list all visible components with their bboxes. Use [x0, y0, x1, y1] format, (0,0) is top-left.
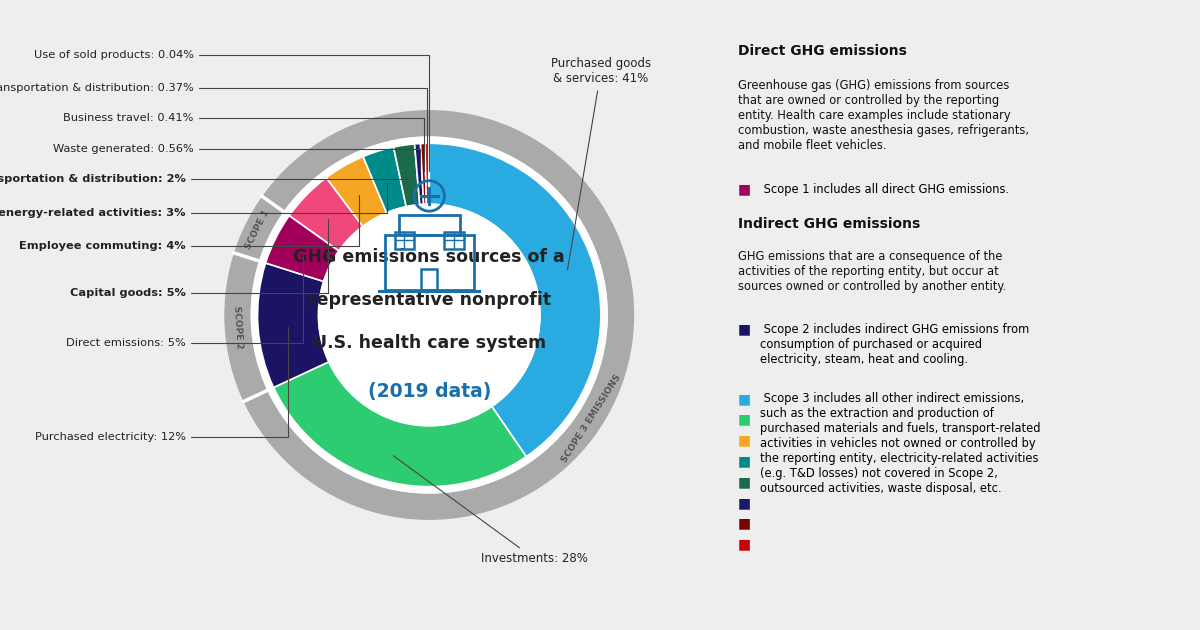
Wedge shape	[224, 110, 634, 520]
Circle shape	[318, 204, 540, 426]
Bar	[444, 232, 464, 249]
Text: Purchased goods
& services: 41%: Purchased goods & services: 41%	[551, 57, 650, 270]
Text: ■: ■	[738, 517, 751, 530]
Bar	[398, 215, 460, 235]
Text: GHG emissions sources of a: GHG emissions sources of a	[293, 248, 565, 266]
Text: Fuel and energy-related activities: 3%: Fuel and energy-related activities: 3%	[0, 183, 388, 217]
Text: ■: ■	[738, 183, 751, 197]
Text: Greenhouse gas (GHG) emissions from sources
that are owned or controlled by the : Greenhouse gas (GHG) emissions from sour…	[738, 79, 1030, 152]
Text: Scope 3 includes all other indirect emissions,
such as the extraction and produc: Scope 3 includes all other indirect emis…	[760, 392, 1040, 495]
Text: (2019 data): (2019 data)	[367, 382, 491, 401]
Text: representative nonprofit: representative nonprofit	[307, 291, 551, 309]
Bar	[385, 235, 474, 290]
Text: ■: ■	[738, 496, 751, 510]
Text: Capital goods: 5%: Capital goods: 5%	[70, 219, 328, 298]
Wedge shape	[274, 362, 527, 487]
Wedge shape	[420, 144, 426, 204]
Text: Business travel: 0.41%: Business travel: 0.41%	[64, 113, 424, 171]
Text: ■: ■	[738, 475, 751, 489]
Text: Waste generated: 0.56%: Waste generated: 0.56%	[53, 144, 420, 171]
Text: ■: ■	[738, 537, 751, 551]
Bar	[395, 232, 414, 249]
Text: ■: ■	[738, 323, 751, 336]
Text: SCOPE 3 EMISSIONS: SCOPE 3 EMISSIONS	[559, 372, 623, 464]
Text: ■: ■	[738, 433, 751, 447]
Text: Investments: 28%: Investments: 28%	[394, 455, 588, 565]
Text: Scope 2 includes indirect GHG emissions from
consumption of purchased or acquire: Scope 2 includes indirect GHG emissions …	[760, 323, 1028, 365]
Text: ■: ■	[738, 454, 751, 468]
Wedge shape	[326, 157, 386, 226]
Text: Scope 1 includes all direct GHG emissions.: Scope 1 includes all direct GHG emission…	[760, 183, 1009, 196]
Text: GHG emissions that are a consequence of the
activities of the reporting entity, : GHG emissions that are a consequence of …	[738, 250, 1006, 293]
Text: SCOPE 2: SCOPE 2	[232, 306, 244, 349]
Text: Direct emissions: 5%: Direct emissions: 5%	[66, 255, 302, 348]
Text: ■: ■	[738, 413, 751, 427]
Text: Downstream transportation & distribution: 2%: Downstream transportation & distribution…	[0, 175, 408, 185]
Text: Purchased electricity: 12%: Purchased electricity: 12%	[35, 327, 288, 442]
Bar	[421, 269, 437, 290]
Text: U.S. health care system: U.S. health care system	[313, 334, 546, 352]
Wedge shape	[251, 136, 608, 494]
Text: Indirect GHG emissions: Indirect GHG emissions	[738, 217, 920, 231]
Text: Upstream transportation & distribution: 0.37%: Upstream transportation & distribution: …	[0, 83, 427, 171]
Text: SCOPE 1: SCOPE 1	[244, 208, 271, 251]
Text: Employee commuting: 4%: Employee commuting: 4%	[19, 195, 359, 251]
Text: Direct GHG emissions: Direct GHG emissions	[738, 44, 907, 58]
Wedge shape	[430, 143, 601, 457]
Wedge shape	[414, 144, 424, 205]
Wedge shape	[394, 144, 420, 207]
Wedge shape	[258, 263, 329, 387]
Wedge shape	[289, 178, 362, 251]
Wedge shape	[425, 143, 428, 204]
Text: Use of sold products: 0.04%: Use of sold products: 0.04%	[34, 50, 430, 171]
Wedge shape	[265, 215, 338, 282]
Wedge shape	[364, 147, 406, 213]
Text: ■: ■	[738, 392, 751, 406]
